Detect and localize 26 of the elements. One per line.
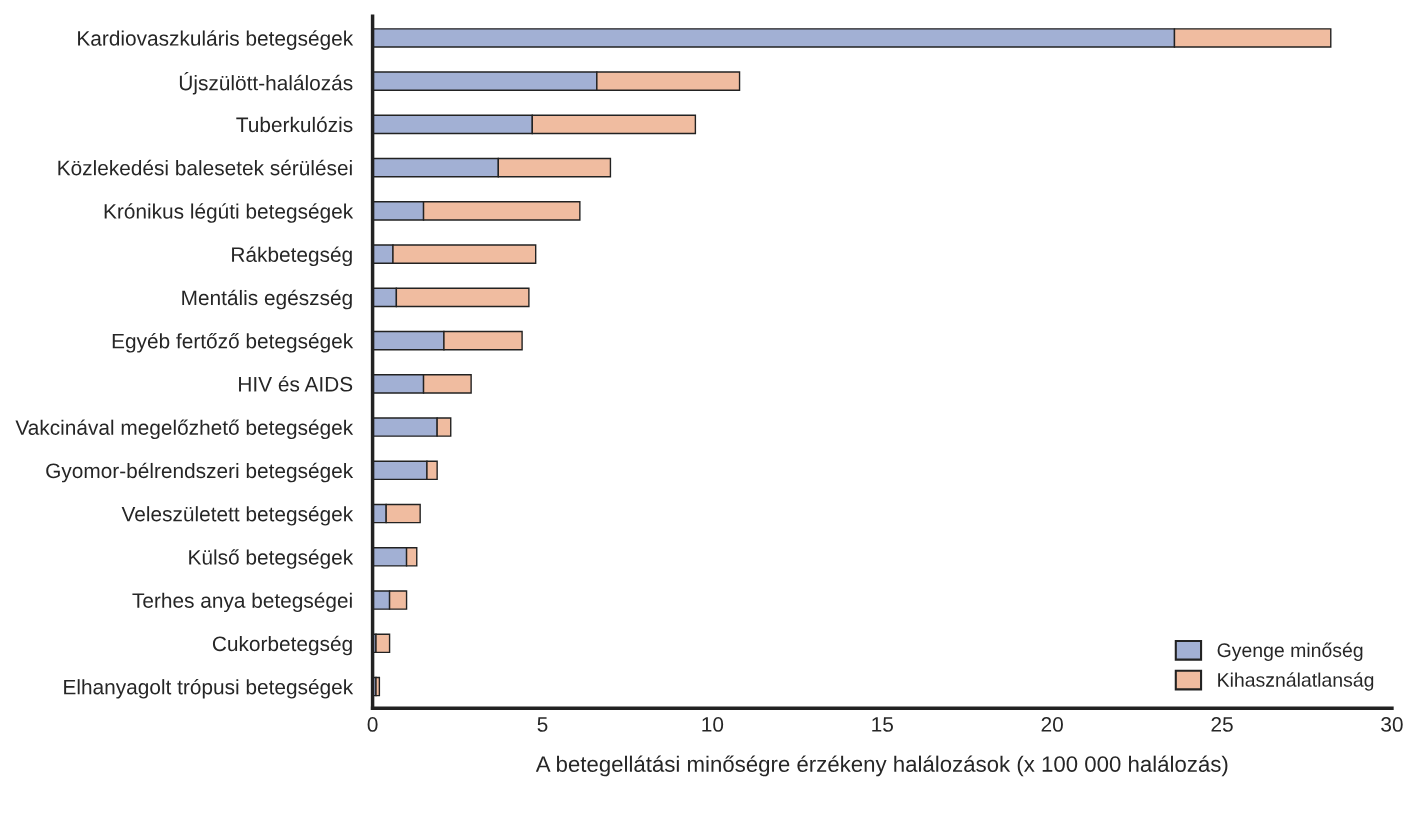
- y-tick-label: Újszülött-halálozás: [179, 72, 353, 95]
- y-tick-label: Külső betegségek: [189, 549, 354, 569]
- x-axis-title: A betegellátási minőségre érzékeny halálozások (x 100 000 halálozás): [535, 755, 1228, 777]
- y-tick-label: Kardiovaszkuláris betegségek: [78, 30, 354, 50]
- legend-label: Gyenge minőség: [1217, 642, 1363, 661]
- y-tick-label: Veleszületett betegségek: [121, 505, 354, 526]
- x-tick-label: 5: [537, 717, 548, 732]
- y-tick-label: HIV és AIDS: [239, 376, 353, 392]
- y-tick-label: Tuberkulózis: [236, 116, 353, 133]
- x-tick-label: 20: [1041, 717, 1063, 732]
- legend-label: Kihasználatlanság: [1218, 672, 1374, 691]
- x-tick-label: 30: [1381, 717, 1403, 732]
- x-tick-label: 10: [702, 717, 724, 732]
- y-tick-label: Közlekedési balesetek sérülései: [58, 159, 352, 176]
- y-tick-label: Krónikus légúti betegségek: [104, 203, 354, 223]
- y-tick-label: Mentális egészség: [182, 289, 352, 310]
- x-tick-label: 0: [367, 717, 378, 732]
- y-tick-label: Rákbetegség: [232, 246, 352, 267]
- y-tick-label: Gyomor-bélrendszeri betegségek: [46, 462, 354, 483]
- y-tick-label: Vakcinával megelőzhető betegségek: [15, 419, 354, 440]
- y-tick-label: Cukorbetegség: [212, 635, 352, 656]
- y-tick-label: Terhes anya betegségei: [132, 592, 352, 613]
- y-tick-label: Elhanyagolt trópusi betegségek: [64, 678, 354, 699]
- x-tick-label: 15: [872, 717, 893, 732]
- x-tick-label: 25: [1211, 717, 1233, 732]
- y-tick-label: Egyéb fertőző betegségek: [112, 332, 354, 353]
